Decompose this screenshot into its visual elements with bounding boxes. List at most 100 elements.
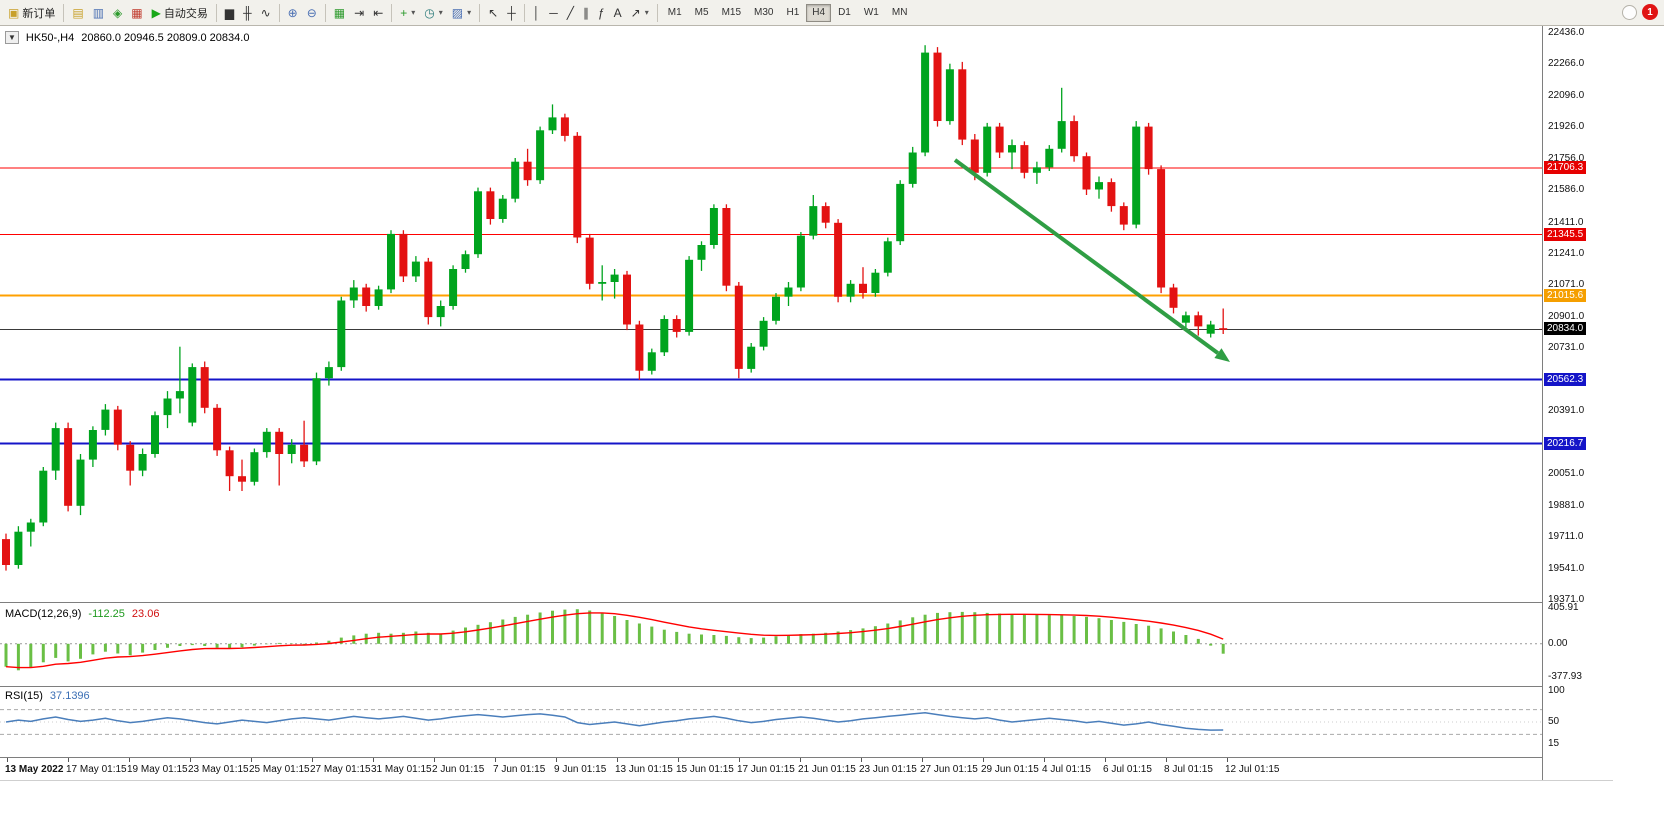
macd-axis-label: -377.93 [1548, 671, 1582, 682]
timeframe-w1[interactable]: W1 [858, 4, 885, 22]
new-order-button[interactable]: ▣ 新订单 [4, 3, 59, 23]
periods-button[interactable]: ◷ ▾ [420, 3, 447, 23]
arrows-tool-icon: ↗ [630, 5, 641, 20]
timeframe-m30[interactable]: M30 [748, 4, 779, 22]
price-axis[interactable]: 22436.0 22266.0 22096.0 21926.0 21756.0 21586… [1542, 26, 1616, 780]
time-tick [251, 758, 252, 762]
indicators-icon: + [400, 5, 408, 20]
chart-shift-button[interactable]: ⇤ [369, 3, 387, 23]
zoom-out-button[interactable]: ⊖ [303, 3, 321, 23]
price-tick: 22096.0 [1548, 90, 1585, 101]
timeframe-bar: M1 M5 M15 M30 H1 H4 D1 W1 MN [662, 3, 914, 22]
price-tick: 20391.0 [1548, 405, 1585, 416]
status-circle-icon[interactable] [1622, 4, 1637, 20]
rsi-indicator-chart[interactable] [0, 687, 1542, 757]
tile-windows-button[interactable]: ▦ [330, 3, 349, 23]
text-tool-button[interactable]: A [610, 3, 626, 23]
timeframe-h1[interactable]: H1 [780, 4, 805, 22]
time-tick [190, 758, 191, 762]
macd-indicator-chart[interactable] [0, 604, 1542, 686]
candlestick-button[interactable]: ╫ [239, 3, 256, 23]
navigator-button[interactable]: ◈ [109, 3, 126, 23]
chart-ohlc: 20860.0 20946.5 20809.0 20834.0 [81, 31, 250, 44]
time-tick [312, 758, 313, 762]
zoom-out-icon: ⊖ [306, 5, 317, 20]
candlestick-icon: ╫ [243, 5, 252, 20]
price-tick: 19371.0 [1548, 594, 1585, 605]
auto-scroll-button[interactable]: ⇥ [350, 3, 368, 23]
bar-chart-button[interactable]: ▆ [221, 3, 238, 23]
chart-header: ▼ HK50-,H4 20860.0 20946.5 20809.0 20834… [5, 31, 249, 44]
time-tick [556, 758, 557, 762]
time-tick [922, 758, 923, 762]
data-window-button[interactable]: ▥ [89, 3, 108, 23]
timeframe-d1[interactable]: D1 [832, 4, 857, 22]
time-tick [495, 758, 496, 762]
horizontal-line-icon: ─ [549, 5, 558, 20]
time-axis[interactable]: 13 May 2022 17 May 01:15 19 May 01:15 23 Ma… [0, 758, 1613, 780]
indicators-button[interactable]: + ▾ [396, 3, 419, 23]
price-tick: 19711.0 [1548, 531, 1584, 542]
terminal-button[interactable]: ▦ [127, 3, 146, 23]
chevron-down-icon: ▾ [467, 8, 472, 17]
timeframe-m1[interactable]: M1 [662, 4, 688, 22]
time-label: 9 Jun 01:15 [554, 764, 607, 775]
time-tick [1044, 758, 1045, 762]
time-tick [7, 758, 8, 762]
channel-button[interactable]: ∥ [579, 3, 593, 23]
time-label: 13 May 2022 [5, 764, 64, 775]
time-tick [678, 758, 679, 762]
chevron-down-icon: ▾ [644, 8, 649, 17]
auto-trading-button[interactable]: ▶ 自动交易 [148, 3, 212, 23]
notification-area: 1 [1622, 4, 1658, 20]
vertical-line-button[interactable]: │ [529, 3, 545, 23]
chart-shift-icon: ⇤ [373, 5, 384, 20]
periods-clock-icon: ◷ [424, 5, 435, 20]
zoom-in-button[interactable]: ⊕ [284, 3, 302, 23]
horizontal-line-button[interactable]: ─ [545, 3, 562, 23]
cursor-button[interactable]: ↖ [484, 3, 502, 23]
time-tick [983, 758, 984, 762]
market-watch-button[interactable]: ▤ [68, 3, 87, 23]
cursor-icon: ↖ [488, 5, 499, 20]
panel-separator[interactable] [0, 757, 1613, 758]
time-label: 25 May 01:15 [249, 764, 310, 775]
auto-trading-label: 自动交易 [163, 7, 208, 20]
fibonacci-icon: ƒ [597, 5, 605, 20]
line-chart-button[interactable]: ∿ [257, 3, 275, 23]
notification-badge[interactable]: 1 [1642, 4, 1658, 20]
time-label: 12 Jul 01:15 [1225, 764, 1280, 775]
price-badge: 21706.3 [1544, 161, 1587, 174]
timeframe-m15[interactable]: M15 [716, 4, 747, 22]
price-tick: 20731.0 [1548, 342, 1585, 353]
timeframe-mn[interactable]: MN [886, 4, 914, 22]
rsi-axis-label: 15 [1548, 738, 1560, 749]
collapse-icon[interactable]: ▼ [5, 31, 19, 44]
templates-icon: ▨ [451, 5, 464, 20]
panel-separator[interactable] [0, 686, 1613, 687]
templates-button[interactable]: ▨ ▾ [448, 3, 475, 23]
macd-signal-value: 23.06 [131, 608, 160, 620]
terminal-icon: ▦ [131, 5, 143, 20]
timeframe-h4[interactable]: H4 [806, 3, 832, 22]
trendline-button[interactable]: ╱ [563, 3, 578, 23]
toolbar-separator [479, 3, 481, 22]
price-tick: 22436.0 [1548, 27, 1585, 38]
macd-main-value: -112.25 [88, 608, 125, 620]
fibonacci-button[interactable]: ƒ [594, 3, 609, 23]
timeframe-m5[interactable]: M5 [689, 4, 715, 22]
arrows-tool-button[interactable]: ↗ ▾ [627, 3, 653, 23]
time-tick [861, 758, 862, 762]
time-label: 17 May 01:15 [66, 764, 127, 775]
rsi-value: 37.1396 [49, 690, 90, 702]
toolbar-separator [63, 3, 65, 22]
panel-separator[interactable] [0, 602, 1613, 603]
candlestick-chart[interactable] [0, 26, 1542, 602]
rsi-axis-label: 50 [1548, 716, 1560, 727]
time-label: 31 May 01:15 [371, 764, 432, 775]
time-label: 2 Jun 01:15 [432, 764, 485, 775]
time-tick [68, 758, 69, 762]
crosshair-button[interactable]: ┼ [503, 3, 520, 23]
price-tick: 22266.0 [1548, 58, 1585, 69]
